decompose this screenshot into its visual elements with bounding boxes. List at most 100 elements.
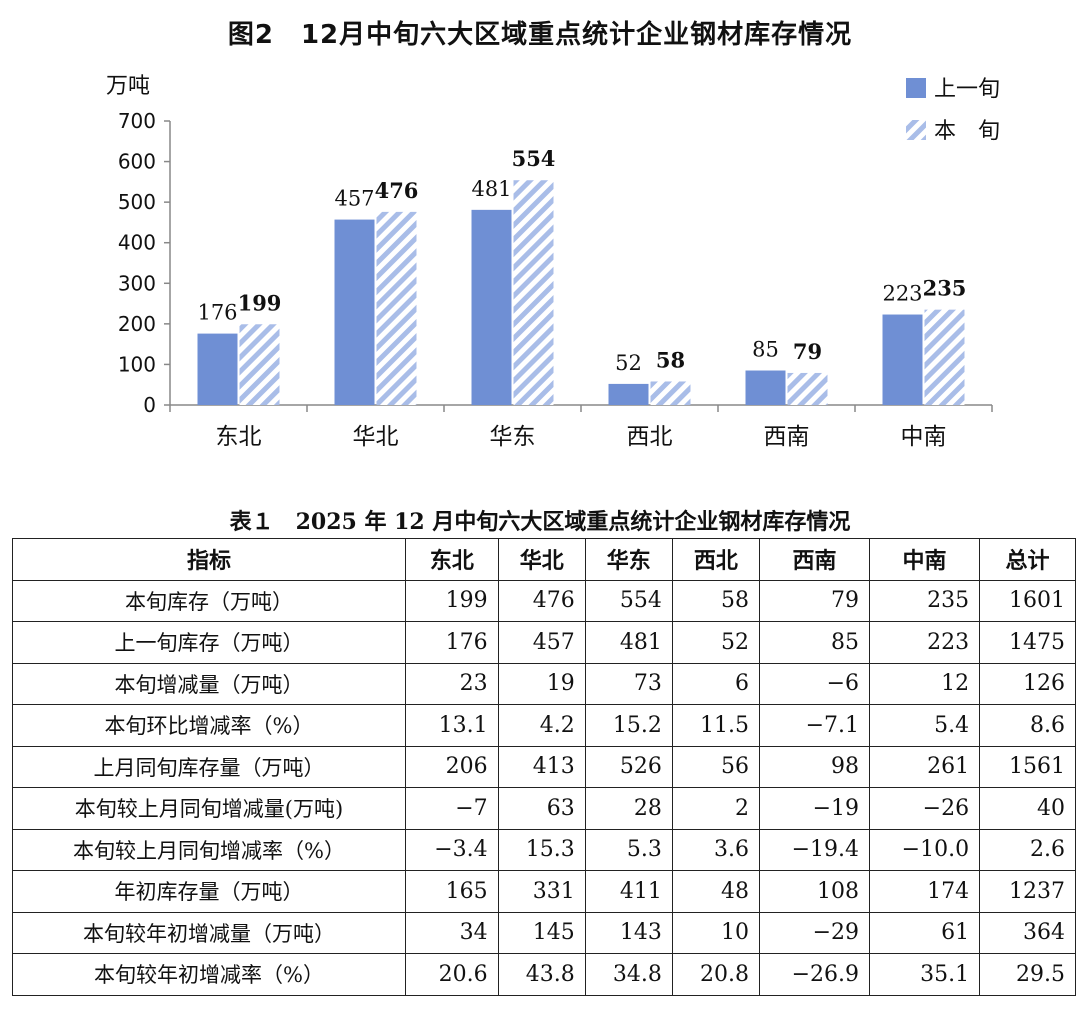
table-row: 本旬增减量（万吨） 23 19 73 6 −6 12 126 [12,662,1076,705]
x-tick-label: 中南 [901,424,947,450]
bar-current [376,211,417,405]
table-cell: 526 [584,745,673,788]
table-cell: 411 [584,870,673,913]
row-label: 本旬较上月同旬增减率（%） [12,828,406,871]
y-axis-label: 万吨 [106,74,150,99]
row-label: 上月同旬库存量（万吨） [12,745,406,788]
table-header-row: 指标 东北 华北 华东 西北 西南 中南 总计 [12,538,1076,581]
row-label: 本旬环比增减率（%） [12,704,406,747]
table-cell: 143 [584,911,673,954]
row-label: 本旬较年初增减率（%） [12,953,406,996]
table-cell: 23 [405,662,499,705]
bar-previous [197,333,238,405]
table-cell: 28 [584,787,673,830]
data-label: 235 [923,276,967,301]
table-row: 本旬库存（万吨） 199 476 554 58 79 235 1601 [12,579,1076,622]
row-label: 本旬增减量（万吨） [12,662,406,705]
table-cell: 8.6 [979,704,1076,747]
table-cell: 20.6 [405,953,499,996]
y-tick-label: 400 [118,231,156,255]
bar-previous [608,383,649,405]
bar-previous [471,209,512,405]
table-cell: 73 [584,662,673,705]
table-cell: −10.0 [869,828,981,871]
table-cell: 413 [497,745,586,788]
table-cell: 10 [671,911,760,954]
y-tick-label: 700 [118,109,156,133]
table-cell: 98 [758,745,871,788]
table-cell: 457 [497,621,586,664]
table-cell: 108 [758,870,871,913]
table-cell: 34 [405,911,499,954]
header-cell: 华北 [497,538,586,581]
row-label: 本旬较年初增减量（万吨） [12,911,406,954]
table-row: 上月同旬库存量（万吨） 206 413 526 56 98 261 1561 [12,745,1076,788]
chart-title: 图2 12月中旬六大区域重点统计企业钢材库存情况 [227,20,853,50]
table-cell: 29.5 [979,953,1076,996]
data-label: 85 [752,338,779,362]
x-tick-label: 东北 [216,424,262,450]
x-tick-label: 华北 [353,424,399,450]
table-cell: −26 [869,787,981,830]
table-cell: −19.4 [758,828,871,871]
table-cell: 206 [405,745,499,788]
table-cell: −7 [405,787,499,830]
table-cell: 235 [869,579,981,622]
table-cell: 48 [671,870,760,913]
table-cell: 52 [671,621,760,664]
table-cell: 2 [671,787,760,830]
table-cell: 13.1 [405,704,499,747]
table-row: 本旬较上月同旬增减量(万吨) −7 63 28 2 −19 −26 40 [12,787,1076,830]
x-tick-label: 西南 [764,424,810,450]
table-row: 年初库存量（万吨） 165 331 411 48 108 174 1237 [12,870,1076,913]
table-cell: 176 [405,621,499,664]
table-cell: 476 [497,579,586,622]
table-cell: 331 [497,870,586,913]
row-label: 本旬库存（万吨） [12,579,406,622]
table-cell: 19 [497,662,586,705]
row-label: 年初库存量（万吨） [12,870,406,913]
header-cell: 中南 [869,538,981,581]
data-label: 554 [512,146,556,171]
legend-swatch [906,78,926,98]
bar-previous [334,219,375,405]
bar-current [787,372,828,405]
table-cell: 56 [671,745,760,788]
data-label: 476 [375,178,419,203]
table-cell: −3.4 [405,828,499,871]
bar-current [513,180,554,405]
table-cell: 4.2 [497,704,586,747]
table-cell: 15.2 [584,704,673,747]
data-label: 176 [197,301,237,325]
table-cell: 1475 [979,621,1076,664]
table-cell: 1237 [979,870,1076,913]
table-cell: 165 [405,870,499,913]
table-cell: 5.3 [584,828,673,871]
x-tick-label: 西北 [627,424,673,450]
bar-previous [745,370,786,405]
legend-swatch [906,120,926,140]
data-label: 79 [793,339,822,364]
inventory-table: 指标 东北 华北 华东 西北 西南 中南 总计 本旬库存（万吨） 199 476 554 58 79 23… [12,538,1076,996]
y-tick-label: 100 [118,352,156,376]
table-cell: 199 [405,579,499,622]
table-cell: 5.4 [869,704,981,747]
table-cell: 145 [497,911,586,954]
table-cell: 15.3 [497,828,586,871]
table-cell: 40 [979,787,1076,830]
table-body: 本旬库存（万吨） 199 476 554 58 79 235 1601 上一旬库存（万吨） 176… [12,579,1076,996]
table-cell: 79 [758,579,871,622]
table-cell: 2.6 [979,828,1076,871]
table-row: 本旬环比增减率（%） 13.1 4.2 15.2 11.5 −7.1 5.4 8.6 [12,704,1076,747]
legend-label: 上一旬 [934,77,1000,102]
table-cell: 174 [869,870,981,913]
table-cell: 85 [758,621,871,664]
table-cell: 3.6 [671,828,760,871]
header-cell: 西北 [671,538,760,581]
header-cell: 总计 [979,538,1076,581]
header-cell: 西南 [758,538,871,581]
data-label: 199 [238,290,282,315]
table-cell: 481 [584,621,673,664]
table-cell: 6 [671,662,760,705]
table-cell: 20.8 [671,953,760,996]
